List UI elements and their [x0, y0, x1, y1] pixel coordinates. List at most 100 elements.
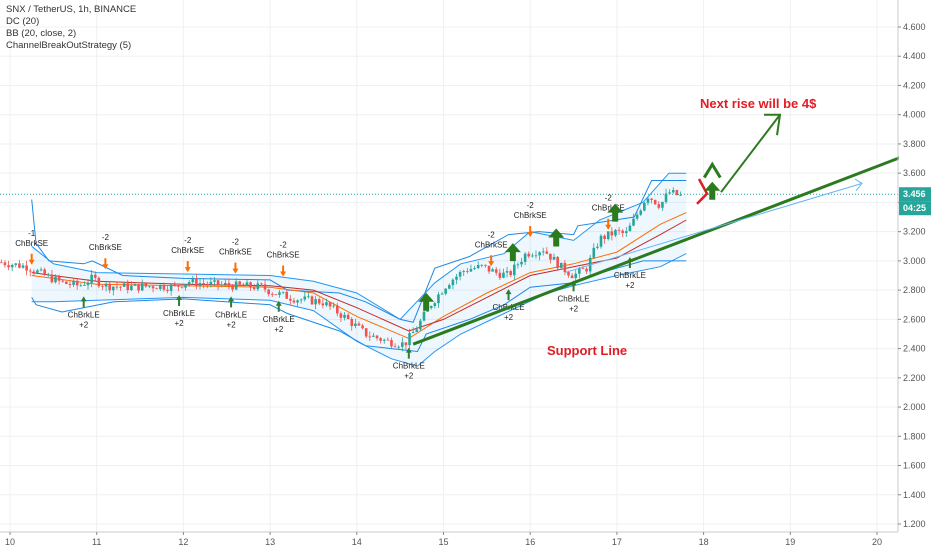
candle-body	[401, 342, 404, 347]
candle-body	[296, 300, 299, 303]
candle-body	[390, 339, 393, 347]
candle-body	[556, 256, 559, 269]
short-signal-label: ChBrkSE	[592, 204, 625, 213]
candle-body	[455, 276, 458, 280]
candle-body	[361, 325, 364, 329]
candle-body	[679, 194, 682, 196]
candle-body	[97, 277, 101, 287]
candle-body	[513, 264, 516, 276]
candle-body	[260, 283, 263, 285]
candle-body	[541, 251, 545, 253]
candle-body	[213, 280, 216, 282]
candle-body	[3, 262, 7, 266]
next-rise-arrow	[720, 114, 781, 193]
long-signal-label: ChBrkLE	[558, 294, 590, 303]
candle-body	[187, 282, 191, 285]
legend-dc[interactable]: DC (20)	[6, 16, 40, 27]
long-signal-qty: +2	[227, 320, 237, 329]
candle-body	[429, 306, 433, 309]
short-signal-arrow	[605, 218, 612, 230]
legend-strategy[interactable]: ChannelBreakOutStrategy (5)	[6, 40, 132, 51]
candle-body	[635, 214, 639, 219]
long-signal-label: ChBrkLE	[68, 310, 100, 319]
price-tick-label: 2.800	[903, 285, 926, 295]
chart-grid	[0, 0, 898, 532]
candle-body	[289, 298, 292, 301]
candle-body	[527, 253, 531, 257]
candle-body	[216, 280, 220, 286]
candle-body	[624, 231, 628, 234]
long-signal-arrow	[505, 289, 512, 301]
candle-body	[516, 264, 520, 266]
candle-body	[220, 284, 223, 286]
time-tick-label: 20	[872, 537, 882, 547]
time-to-close-tag	[899, 201, 931, 216]
candle-body	[415, 329, 419, 332]
short-signal-arrow	[184, 261, 191, 273]
long-signal-arrow	[275, 300, 282, 312]
legend-bb[interactable]: BB (20, close, 2)	[6, 28, 77, 39]
time-tick-label: 14	[352, 537, 362, 547]
candle-body	[299, 299, 303, 301]
legend-symbol[interactable]: SNX / TetherUS, 1h, BINANCE	[6, 4, 137, 15]
long-signal-qty: +2	[175, 319, 185, 328]
candle-body	[603, 235, 606, 240]
price-tick-label: 3.600	[903, 168, 926, 178]
long-signal-qty: +2	[404, 372, 414, 381]
candle-body	[101, 286, 104, 288]
time-tick-label: 11	[92, 537, 101, 547]
candle-body	[205, 283, 209, 285]
candle-body	[653, 199, 657, 205]
candle-body	[303, 296, 307, 300]
candle-body	[68, 283, 72, 285]
short-signal-arrow	[527, 226, 534, 238]
projection-line	[564, 182, 863, 274]
candle-body	[46, 274, 50, 276]
price-tick-label: 2.200	[903, 373, 926, 383]
candle-body	[458, 271, 462, 277]
candle-body	[191, 278, 195, 283]
current-price-value: 3.456	[903, 189, 926, 199]
time-tick-label: 12	[178, 537, 188, 547]
candle-body	[195, 278, 198, 286]
short-signal-label: ChBrkSE	[267, 251, 300, 260]
time-to-close-value: 04:25	[903, 203, 926, 213]
short-signal-qty: -2	[184, 236, 192, 245]
candle-body	[231, 285, 234, 290]
short-signal-arrow	[102, 258, 109, 270]
candle-body	[628, 225, 632, 232]
next-rise-arrowhead	[764, 113, 782, 136]
candle-body	[437, 294, 440, 304]
price-tick-label: 1.800	[903, 431, 926, 441]
candle-body	[643, 202, 646, 211]
candle-body	[650, 198, 653, 200]
long-signal-qty: +2	[274, 325, 284, 334]
long-signal-qty: +2	[569, 304, 579, 313]
bb-lower-line	[31, 253, 687, 367]
candle-body	[621, 230, 624, 234]
candle-body	[285, 291, 289, 299]
long-signal-label: ChBrkLE	[163, 309, 195, 318]
time-axis[interactable]: 10 11 12 13 14 15 16 17 18 19 20	[0, 531, 898, 547]
candle-body	[447, 285, 451, 289]
candle-body	[202, 283, 205, 284]
candle-body	[599, 235, 603, 247]
chart-legend: SNX / TetherUS, 1h, BINANCE DC (20) BB (…	[6, 4, 136, 52]
user-drawings: Next rise will be 4$ Support Line	[412, 96, 930, 358]
candle-body	[177, 285, 180, 287]
candle-body	[440, 293, 444, 295]
long-signal-label: ChBrkLE	[614, 271, 646, 280]
candle-body	[610, 231, 614, 236]
candle-body	[65, 281, 68, 284]
candle-body	[419, 320, 422, 330]
price-tick-label: 4.600	[903, 22, 926, 32]
price-axis-bg	[899, 0, 932, 550]
candle-body	[274, 294, 278, 296]
candle-body	[357, 323, 361, 326]
candle-body	[7, 265, 10, 268]
candle-body	[242, 284, 245, 286]
price-tick-label: 3.800	[903, 139, 926, 149]
candle-body	[671, 190, 675, 193]
price-axis[interactable]: 1.200 1.400 1.600 1.800 2.000 2.200 2.400 2.600…	[897, 0, 932, 550]
